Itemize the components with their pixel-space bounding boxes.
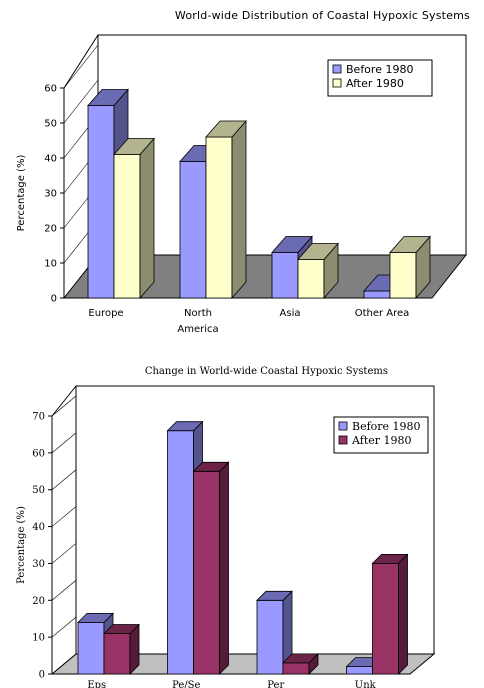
bar-before-front [363, 290, 391, 299]
bar-before-top [271, 236, 313, 253]
bar-before-front [167, 430, 194, 675]
legend-box [327, 59, 433, 97]
bar-before-top [87, 89, 129, 106]
bar-after-top [113, 138, 155, 155]
bar-after-side [231, 119, 247, 300]
legend-label: Before 1980 [352, 420, 421, 433]
y-axis-top-edge [63, 34, 99, 89]
bar-after-front [193, 470, 220, 675]
bar-after-top [389, 236, 431, 253]
bar-before-top [256, 590, 293, 601]
y-tick-label: 30 [32, 559, 45, 570]
legend-label: After 1980 [346, 77, 404, 90]
bar-before-front [87, 105, 115, 299]
bar-after-front [297, 259, 325, 299]
x-tick-label: Europe [88, 308, 123, 319]
y-tick-label: 10 [44, 259, 57, 270]
bar-after-top [297, 243, 339, 260]
y-tick-label: 20 [32, 596, 45, 607]
change-chart-plot: 0 10 20 30 40 50 60 70 Percentage (%) Eps Pe/Se Per… [16, 385, 436, 688]
x-tick-label: Eps [87, 680, 106, 688]
bar-after-front [205, 136, 233, 299]
y-tick-label: 50 [32, 485, 45, 496]
bar-before-front [77, 621, 105, 675]
y-tick-label: 50 [44, 119, 57, 130]
legend-swatch [332, 64, 342, 74]
y-tick-label: 60 [32, 448, 45, 459]
distribution-chart: World-wide Distribution of Coastal Hypox… [0, 0, 484, 340]
change-chart: Change in World-wide Coastal Hypoxic Sys… [0, 344, 484, 688]
y-axis-top-edge [51, 385, 77, 417]
y-tick-label: 40 [44, 154, 57, 165]
y-tick-depth-line [63, 79, 99, 124]
y-tick-label: 0 [39, 670, 45, 681]
y-tick-label: 40 [32, 522, 45, 533]
y-tick-depth-line [51, 432, 77, 454]
bar-before-front [346, 666, 373, 675]
bar-after-top [192, 461, 230, 472]
y-tick-depth-line [51, 395, 77, 417]
bar-before-top [77, 612, 114, 623]
y-tick-depth-line [51, 506, 77, 527]
y-tick-label: 30 [44, 189, 57, 200]
x-tick-label: Per [267, 680, 284, 688]
chart-title: World-wide Distribution of Coastal Hypox… [174, 9, 470, 22]
bar-before-top [166, 421, 204, 432]
y-tick-label: 10 [32, 633, 45, 644]
distribution-chart-plot: 0 10 20 30 40 50 60 Percentage (%) Europe North Am… [16, 34, 468, 335]
bar-after-top [103, 624, 140, 634]
bar-after-top [282, 653, 319, 664]
bar-before-front [256, 599, 284, 675]
x-tick-label: North America [177, 308, 218, 335]
bar-after-front [282, 662, 310, 675]
bar-after-front [389, 252, 417, 299]
y-tick-label: 20 [44, 224, 57, 235]
y-tick-label: 0 [51, 294, 57, 305]
legend-label: Before 1980 [346, 63, 413, 76]
x-tick-label: Other Area [355, 308, 410, 319]
y-tick-depth-line [51, 580, 77, 601]
chart-title: Change in World-wide Coastal Hypoxic Sys… [144, 366, 388, 377]
y-axis-label: Percentage (%) [16, 155, 27, 232]
legend-label: After 1980 [351, 434, 412, 447]
x-tick-label-line: North [184, 308, 212, 319]
y-tick-depth-line [63, 44, 99, 89]
bar-after-top [205, 120, 247, 138]
bar-before-front [271, 252, 299, 299]
y-axis-label: Percentage (%) [16, 506, 27, 584]
legend-box [333, 416, 429, 454]
bar-after-side [398, 553, 408, 675]
x-tick-label: Unk [355, 680, 377, 688]
x-tick-label-line: America [177, 324, 218, 335]
bar-after-side [219, 461, 229, 675]
y-tick-label: 70 [32, 412, 45, 423]
bar-before-front [179, 161, 207, 299]
y-tick-depth-line [51, 616, 77, 638]
x-tick-label: Asia [280, 308, 301, 319]
legend-swatch [338, 435, 348, 445]
bar-after-top [371, 553, 409, 564]
bar-after-front [113, 154, 141, 299]
x-tick-label: Pe/Se [172, 680, 200, 688]
y-tick-depth-line [51, 543, 77, 564]
legend-swatch [332, 78, 342, 88]
y-tick-depth-line [51, 469, 77, 490]
bar-after-front [103, 633, 131, 675]
y-tick-label: 60 [44, 84, 57, 95]
bar-after-front [372, 562, 399, 675]
bar-after-side [139, 137, 155, 300]
legend-swatch [338, 421, 348, 431]
y-tick-depth-line [51, 653, 77, 675]
